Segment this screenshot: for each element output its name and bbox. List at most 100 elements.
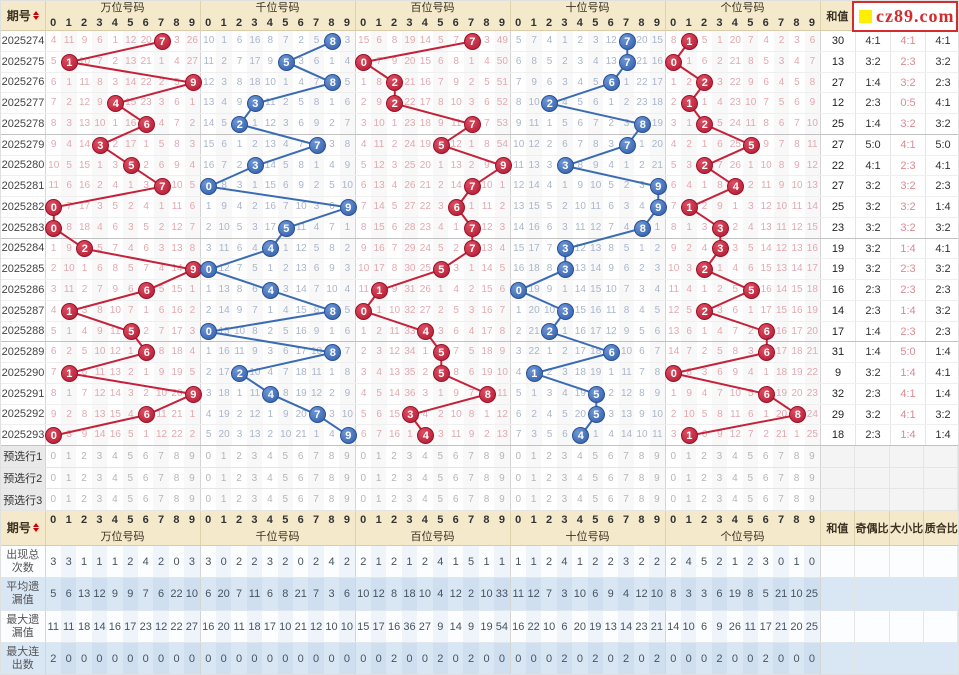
- preselect-digit[interactable]: 0: [205, 494, 211, 506]
- preselect-digit[interactable]: 0: [670, 451, 676, 462]
- preselect-digit[interactable]: 6: [762, 472, 769, 484]
- preselect-digit[interactable]: 4: [732, 494, 738, 506]
- preselect-digit[interactable]: 1: [61, 468, 76, 489]
- preselect-digit[interactable]: 6: [762, 451, 769, 462]
- preselect-digit[interactable]: 6: [297, 472, 304, 484]
- preselect-digit[interactable]: 8: [328, 472, 335, 484]
- preselect-digit[interactable]: 9: [649, 468, 664, 489]
- preselect-digit[interactable]: 1: [61, 489, 76, 510]
- preselect-digit[interactable]: 8: [638, 451, 645, 462]
- preselect-digit[interactable]: 8: [328, 494, 335, 506]
- preselect-digit[interactable]: 3: [557, 446, 572, 467]
- preselect-digit[interactable]: 1: [371, 468, 386, 489]
- preselect-digit[interactable]: 2: [236, 472, 242, 484]
- preselect-digit[interactable]: 0: [360, 472, 366, 484]
- preselect-digit[interactable]: 7: [618, 468, 633, 489]
- preselect-digit[interactable]: 4: [422, 472, 428, 484]
- preselect-digit[interactable]: 5: [588, 468, 603, 489]
- preselect-digit[interactable]: 1: [681, 446, 696, 467]
- preselect-digit[interactable]: 0: [515, 451, 521, 462]
- preselect-digit[interactable]: 3: [557, 468, 572, 489]
- preselect-digit[interactable]: 5: [123, 468, 138, 489]
- preselect-digit[interactable]: 1: [216, 489, 231, 510]
- preselect-digit[interactable]: 7: [308, 468, 323, 489]
- preselect-digit[interactable]: 6: [297, 451, 304, 462]
- preselect-digit[interactable]: 8: [173, 451, 180, 462]
- preselect-digit[interactable]: 0: [205, 451, 211, 462]
- preselect-digit[interactable]: 7: [773, 489, 788, 510]
- preselect-digit[interactable]: 5: [588, 446, 603, 467]
- preselect-digit[interactable]: 5: [123, 489, 138, 510]
- preselect-digit[interactable]: 3: [712, 489, 727, 510]
- preselect-digit[interactable]: 0: [670, 494, 676, 506]
- preselect-digit[interactable]: 8: [173, 494, 180, 506]
- preselect-digit[interactable]: 3: [712, 468, 727, 489]
- preselect-digit[interactable]: 3: [557, 489, 572, 510]
- preselect-digit[interactable]: 2: [546, 472, 552, 484]
- site-logo-link[interactable]: cz89.com: [852, 1, 958, 32]
- preselect-digit[interactable]: 5: [433, 489, 448, 510]
- preselect-digit[interactable]: 1: [216, 468, 231, 489]
- preselect-digit[interactable]: 9: [339, 489, 354, 510]
- preselect-digit[interactable]: 6: [142, 451, 149, 462]
- preselect-digit[interactable]: 0: [360, 494, 366, 506]
- preselect-digit[interactable]: 9: [184, 446, 199, 467]
- preselect-digit[interactable]: 8: [793, 472, 800, 484]
- preselect-digit[interactable]: 7: [153, 446, 168, 467]
- preselect-digit[interactable]: 9: [804, 446, 819, 467]
- preselect-digit[interactable]: 0: [50, 472, 56, 484]
- preselect-digit[interactable]: 8: [793, 451, 800, 462]
- preselect-digit[interactable]: 3: [402, 468, 417, 489]
- preselect-digit[interactable]: 4: [112, 451, 118, 462]
- preselect-digit[interactable]: 1: [681, 468, 696, 489]
- preselect-digit[interactable]: 1: [526, 468, 541, 489]
- preselect-digit[interactable]: 1: [681, 489, 696, 510]
- preselect-digit[interactable]: 0: [515, 472, 521, 484]
- preselect-digit[interactable]: 0: [205, 472, 211, 484]
- preselect-digit[interactable]: 9: [494, 468, 509, 489]
- preselect-digit[interactable]: 6: [607, 472, 614, 484]
- preselect-digit[interactable]: 9: [804, 489, 819, 510]
- preselect-digit[interactable]: 4: [112, 472, 118, 484]
- preselect-digit[interactable]: 6: [142, 494, 149, 506]
- preselect-digit[interactable]: 1: [526, 446, 541, 467]
- preselect-digit[interactable]: 5: [588, 489, 603, 510]
- preselect-digit[interactable]: 8: [328, 451, 335, 462]
- preselect-digit[interactable]: 9: [184, 489, 199, 510]
- preselect-digit[interactable]: 2: [391, 472, 397, 484]
- preselect-digit[interactable]: 8: [483, 494, 490, 506]
- preselect-digit[interactable]: 6: [452, 451, 459, 462]
- preselect-digit[interactable]: 8: [638, 494, 645, 506]
- preselect-digit[interactable]: 7: [773, 446, 788, 467]
- preselect-digit[interactable]: 4: [422, 494, 428, 506]
- preselect-digit[interactable]: 4: [422, 451, 428, 462]
- period-sort-header[interactable]: 期号: [1, 510, 46, 545]
- preselect-digit[interactable]: 2: [236, 451, 242, 462]
- preselect-digit[interactable]: 1: [371, 489, 386, 510]
- preselect-digit[interactable]: 2: [236, 494, 242, 506]
- preselect-digit[interactable]: 7: [618, 489, 633, 510]
- preselect-digit[interactable]: 8: [483, 451, 490, 462]
- preselect-digit[interactable]: 4: [267, 451, 273, 462]
- preselect-digit[interactable]: 7: [153, 468, 168, 489]
- preselect-digit[interactable]: 9: [494, 489, 509, 510]
- preselect-digit[interactable]: 7: [463, 446, 478, 467]
- preselect-digit[interactable]: 3: [247, 446, 262, 467]
- preselect-digit[interactable]: 9: [649, 489, 664, 510]
- preselect-digit[interactable]: 5: [123, 446, 138, 467]
- preselect-digit[interactable]: 9: [339, 468, 354, 489]
- preselect-digit[interactable]: 4: [577, 451, 583, 462]
- preselect-digit[interactable]: 9: [339, 446, 354, 467]
- preselect-digit[interactable]: 4: [577, 494, 583, 506]
- preselect-digit[interactable]: 5: [743, 468, 758, 489]
- preselect-digit[interactable]: 1: [216, 446, 231, 467]
- preselect-digit[interactable]: 7: [308, 446, 323, 467]
- preselect-digit[interactable]: 6: [142, 472, 149, 484]
- preselect-digit[interactable]: 3: [92, 446, 107, 467]
- preselect-digit[interactable]: 3: [402, 446, 417, 467]
- preselect-digit[interactable]: 3: [402, 489, 417, 510]
- preselect-digit[interactable]: 9: [184, 468, 199, 489]
- preselect-digit[interactable]: 2: [391, 451, 397, 462]
- preselect-digit[interactable]: 7: [463, 468, 478, 489]
- preselect-digit[interactable]: 8: [793, 494, 800, 506]
